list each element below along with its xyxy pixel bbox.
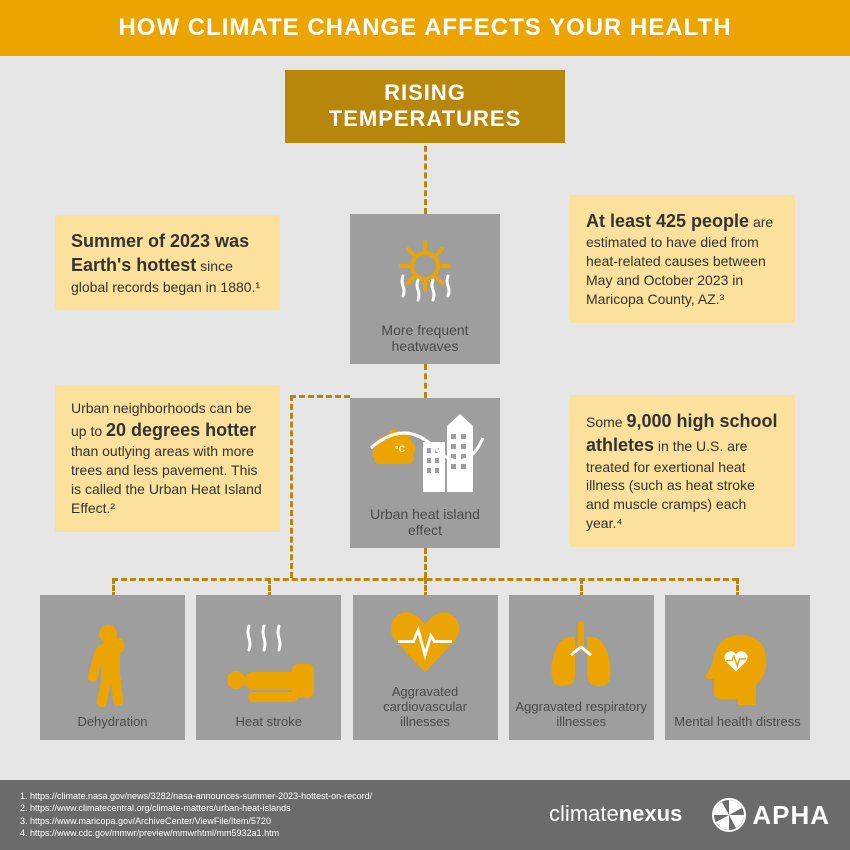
outcome-heat-stroke: Heat stroke [196, 595, 341, 740]
apha-aperture-icon [712, 798, 746, 832]
outcome-label: Aggravated respiratory illnesses [515, 700, 648, 730]
connector-v-left [290, 395, 293, 578]
card-athletes: Some 9,000 high school athletes in the U… [570, 395, 795, 547]
outcome-label: Heat stroke [236, 715, 302, 730]
logo-nexus-a: climate [549, 801, 619, 826]
outcome-label: Aggravated cardiovascular illnesses [359, 685, 492, 730]
heart-icon [385, 605, 465, 677]
svg-text:°C: °C [395, 444, 406, 454]
ref-4: 4. https://www.cdc.gov/mmwr/preview/mmwr… [20, 827, 549, 840]
outcome-label: Dehydration [77, 715, 147, 730]
outcome-respiratory: Aggravated respiratory illnesses [509, 595, 654, 740]
connector-root-to-heatwaves [424, 128, 427, 214]
outcome-mental: Mental health distress [665, 595, 810, 740]
card-athletes-pre: Some [586, 414, 626, 430]
connector-heatwaves-to-urban [424, 364, 427, 398]
city-heat-icon: °C [365, 408, 485, 500]
tile-heatwaves: More frequent heatwaves [350, 214, 500, 364]
connector-urban-to-hbar [424, 548, 427, 578]
dehydration-icon [78, 622, 148, 707]
card-deaths: At least 425 people are estimated to hav… [570, 195, 795, 323]
footer: 1. https://climate.nasa.gov/news/3282/na… [0, 780, 850, 850]
ref-3: 3. https://www.maricopa.gov/ArchiveCente… [20, 815, 549, 828]
footer-logos: climatenexus APHA [549, 797, 830, 833]
card-summer-2023: Summer of 2023 was Earth's hottest since… [55, 215, 280, 310]
card-urban-heat: Urban neighborhoods can be up to 20 degr… [55, 385, 280, 532]
logo-apha-text: APHA [752, 797, 830, 833]
sun-icon [380, 238, 470, 316]
head-heart-icon [698, 629, 778, 707]
page-title: HOW CLIMATE CHANGE AFFECTS YOUR HEALTH [118, 14, 731, 41]
climatenexus-logo: climatenexus [549, 799, 682, 830]
logo-nexus-b: nexus [619, 801, 683, 826]
outcome-dehydration: Dehydration [40, 595, 185, 740]
root-line1: RISING [305, 80, 545, 106]
card-deaths-bold: At least 425 people [586, 211, 749, 231]
tile-urban-label: Urban heat island effect [356, 506, 494, 538]
ref-1: 1. https://climate.nasa.gov/news/3282/na… [20, 790, 549, 803]
card-urban-rest: than outlying areas with more trees and … [71, 443, 262, 516]
page-title-banner: HOW CLIMATE CHANGE AFFECTS YOUR HEALTH [0, 0, 850, 56]
lungs-icon [541, 617, 621, 692]
card-urban-bold: 20 degrees hotter [106, 420, 256, 440]
ref-2: 2. https://www.climatecentral.org/climat… [20, 802, 549, 815]
heat-stroke-icon [214, 622, 324, 707]
tile-urban: °C Urban heat island effect [350, 398, 500, 548]
references: 1. https://climate.nasa.gov/news/3282/na… [20, 790, 549, 840]
outcomes-row: Dehydration Heat stroke Aggravated cardi… [40, 595, 810, 740]
apha-logo: APHA [712, 797, 830, 833]
outcome-cardio: Aggravated cardiovascular illnesses [353, 595, 498, 740]
outcome-label: Mental health distress [674, 715, 800, 730]
connector-h-left [290, 395, 350, 398]
tile-heatwaves-label: More frequent heatwaves [356, 322, 494, 354]
